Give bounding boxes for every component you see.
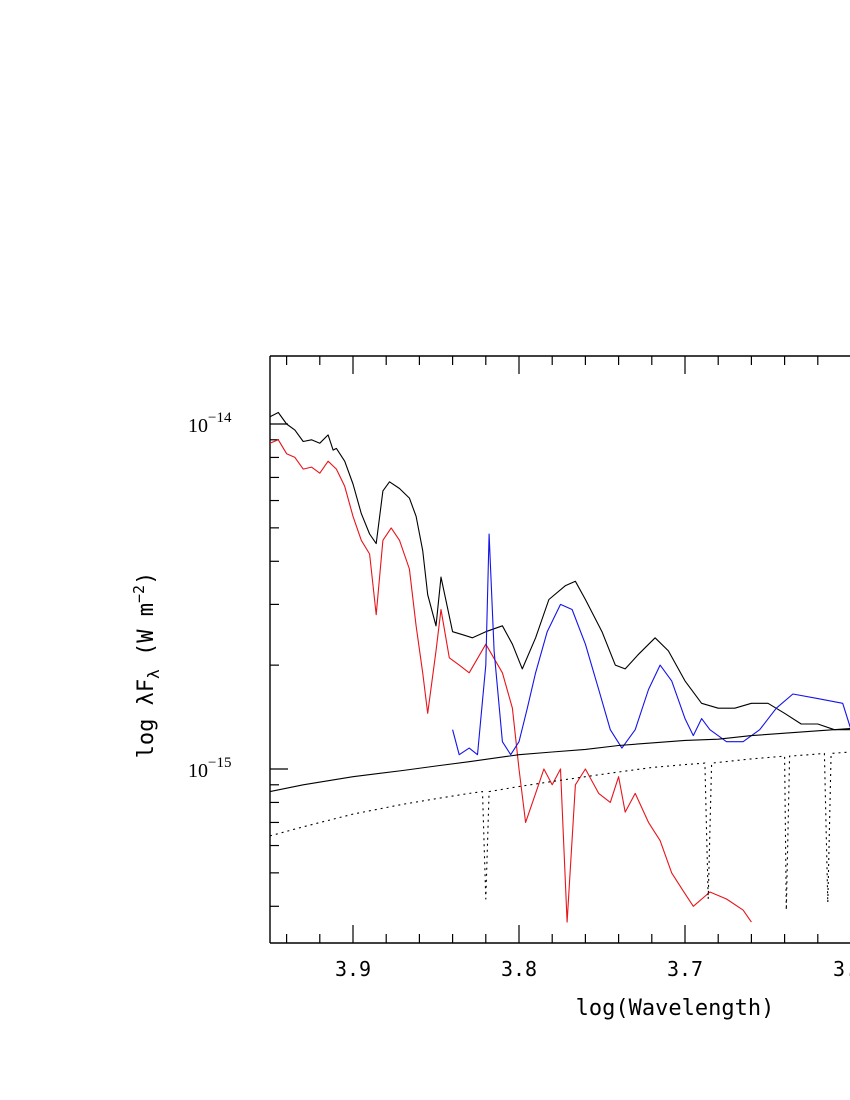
x-tick-label: 3.6 (833, 957, 850, 981)
series-line (270, 411, 850, 731)
y-tick-base: 10 (188, 760, 208, 782)
series-line (452, 533, 850, 756)
y-axis-title-part: −2 (130, 585, 148, 603)
series-line (270, 439, 752, 923)
x-axis-title: log(Wavelength) (576, 996, 775, 1021)
y-axis-title-part: (W m (134, 603, 159, 669)
y-axis-title-part: ) (134, 572, 159, 585)
y-tick-exponent: −14 (208, 410, 232, 426)
y-tick-exponent: −15 (208, 755, 231, 771)
series-layer (270, 411, 850, 923)
x-axis-ticks: 3.9 3.8 3.7 3.6 (286, 356, 850, 981)
x-tick-label: 3.7 (667, 957, 703, 981)
y-tick-base: 10 (188, 415, 208, 437)
y-tick-label: 10−15 (188, 755, 231, 782)
y-axis-title-part: λ (144, 669, 163, 679)
y-axis-title-part: log λF (134, 679, 159, 758)
x-tick-label: 3.8 (501, 957, 537, 981)
x-tick-label: 3.9 (335, 957, 371, 981)
plot-frame (269, 355, 850, 944)
series-line (270, 751, 850, 911)
y-tick-label: 10−14 (188, 410, 232, 437)
series-line (270, 728, 850, 793)
y-axis-title: log λFλ (W m−2) (130, 572, 163, 759)
